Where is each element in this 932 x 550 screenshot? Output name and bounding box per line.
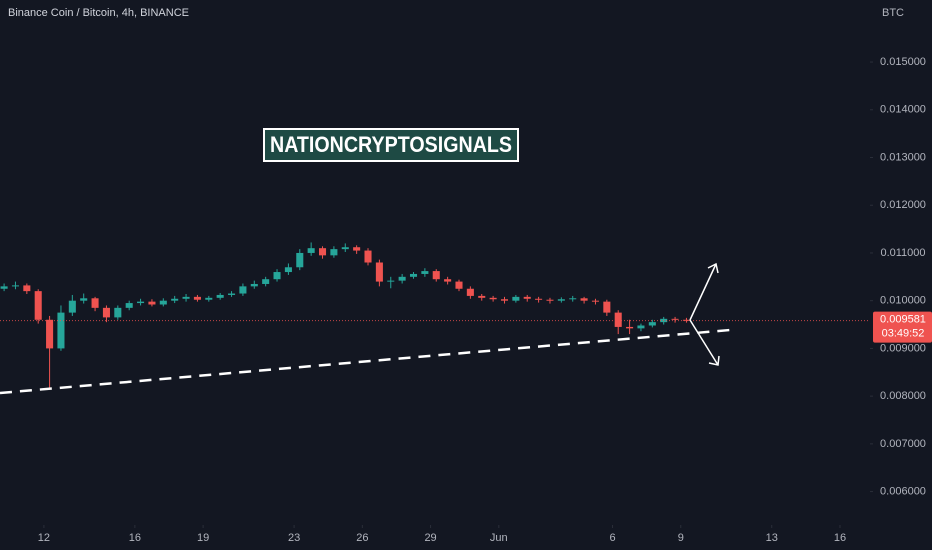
arrow-up xyxy=(689,263,717,321)
candle-body xyxy=(330,249,338,256)
candle-body xyxy=(626,326,634,329)
x-tick-label: 16 xyxy=(834,532,846,544)
candle-body xyxy=(455,281,463,289)
candle-body xyxy=(125,303,133,308)
candle-body xyxy=(682,319,690,321)
candle-body xyxy=(648,322,656,326)
candle-body xyxy=(580,298,588,301)
candle-body xyxy=(91,298,99,308)
candle-body xyxy=(228,293,236,295)
last-price-label: 0.009581 xyxy=(880,314,926,326)
candle-body xyxy=(273,272,281,280)
x-tick-label: 12 xyxy=(38,532,50,544)
candle-body xyxy=(193,296,201,300)
candle-body xyxy=(591,300,599,302)
candle-body xyxy=(262,279,270,284)
trend-line xyxy=(0,328,731,395)
candle-body xyxy=(421,271,429,274)
y-tick-label: 0.010000 xyxy=(880,295,926,307)
candle-body xyxy=(239,286,247,294)
candle-body xyxy=(398,276,406,281)
candle-body xyxy=(46,319,54,349)
candle-body xyxy=(102,307,110,318)
candle-body xyxy=(500,299,509,301)
y-tick-label: 0.012000 xyxy=(880,199,926,211)
candle-body xyxy=(432,271,440,280)
y-unit: BTC xyxy=(882,7,904,19)
x-tick-label: 23 xyxy=(288,532,300,544)
arrow-down xyxy=(689,319,719,366)
x-tick-label: 19 xyxy=(197,532,209,544)
chart-title: Binance Coin / Bitcoin, 4h, BINANCE xyxy=(8,7,189,19)
y-tick-label: 0.011000 xyxy=(880,247,925,259)
candle-body xyxy=(444,279,452,282)
candle-body xyxy=(114,307,122,318)
candle-body xyxy=(284,267,292,273)
x-tick-label: 29 xyxy=(424,532,436,544)
candle-body xyxy=(57,312,65,349)
candle-body xyxy=(80,298,88,301)
x-tick-label: 6 xyxy=(609,532,615,544)
candle-body xyxy=(159,300,167,305)
y-tick-label: 0.014000 xyxy=(880,104,926,116)
candle-body xyxy=(387,280,395,282)
candle-body xyxy=(637,325,645,329)
candle-body xyxy=(569,298,577,300)
candle-body xyxy=(466,288,474,296)
x-tick-label: Jun xyxy=(490,532,508,544)
candle-body xyxy=(216,294,224,298)
candle-body xyxy=(68,300,76,313)
candle-body xyxy=(489,297,497,300)
direction-arrows xyxy=(689,262,720,366)
annotation-box xyxy=(263,128,519,162)
candle-body xyxy=(512,296,520,301)
candle-body xyxy=(478,295,486,298)
candle-body xyxy=(353,247,361,251)
x-tick-label: 26 xyxy=(356,532,368,544)
candle-body xyxy=(307,248,315,253)
candle-body xyxy=(250,283,258,287)
arrow-down-head xyxy=(708,355,720,366)
candle-body xyxy=(148,301,156,305)
candle-body xyxy=(23,285,31,292)
candle-body xyxy=(523,296,531,299)
x-tick-label: 16 xyxy=(129,532,141,544)
candle-body xyxy=(409,273,418,277)
candle-body xyxy=(603,301,611,313)
candle-body xyxy=(364,250,372,263)
x-tick-label: 13 xyxy=(766,532,778,544)
arrow-up-head xyxy=(707,262,719,274)
candle-body xyxy=(671,318,679,320)
candle-body xyxy=(546,299,554,301)
y-tick-label: 0.007000 xyxy=(880,438,926,450)
y-tick-label: 0.015000 xyxy=(880,56,926,68)
y-tick-label: 0.006000 xyxy=(880,485,926,497)
y-tick-label: 0.008000 xyxy=(880,390,926,402)
candle-body xyxy=(34,291,42,320)
candle-body xyxy=(296,252,304,268)
candle-body xyxy=(341,247,349,250)
candle-body xyxy=(137,301,145,304)
y-tick-label: 0.009000 xyxy=(880,342,926,354)
candle-body xyxy=(171,298,179,301)
countdown-label: 03:49:52 xyxy=(882,328,925,340)
candle-body xyxy=(0,286,8,289)
candle-body xyxy=(535,298,543,300)
y-tick-label: 0.013000 xyxy=(880,151,926,163)
annotation-text: NATIONCRYPTOSIGNALS xyxy=(270,132,512,157)
x-tick-label: 9 xyxy=(678,532,684,544)
candle-body xyxy=(375,262,383,282)
candle-body xyxy=(557,299,565,301)
candle-body xyxy=(11,285,19,287)
candle-body xyxy=(614,312,622,327)
candle-body xyxy=(319,248,327,256)
candle-body xyxy=(205,297,213,300)
candle-body xyxy=(182,296,190,299)
last-price-box xyxy=(873,311,932,343)
